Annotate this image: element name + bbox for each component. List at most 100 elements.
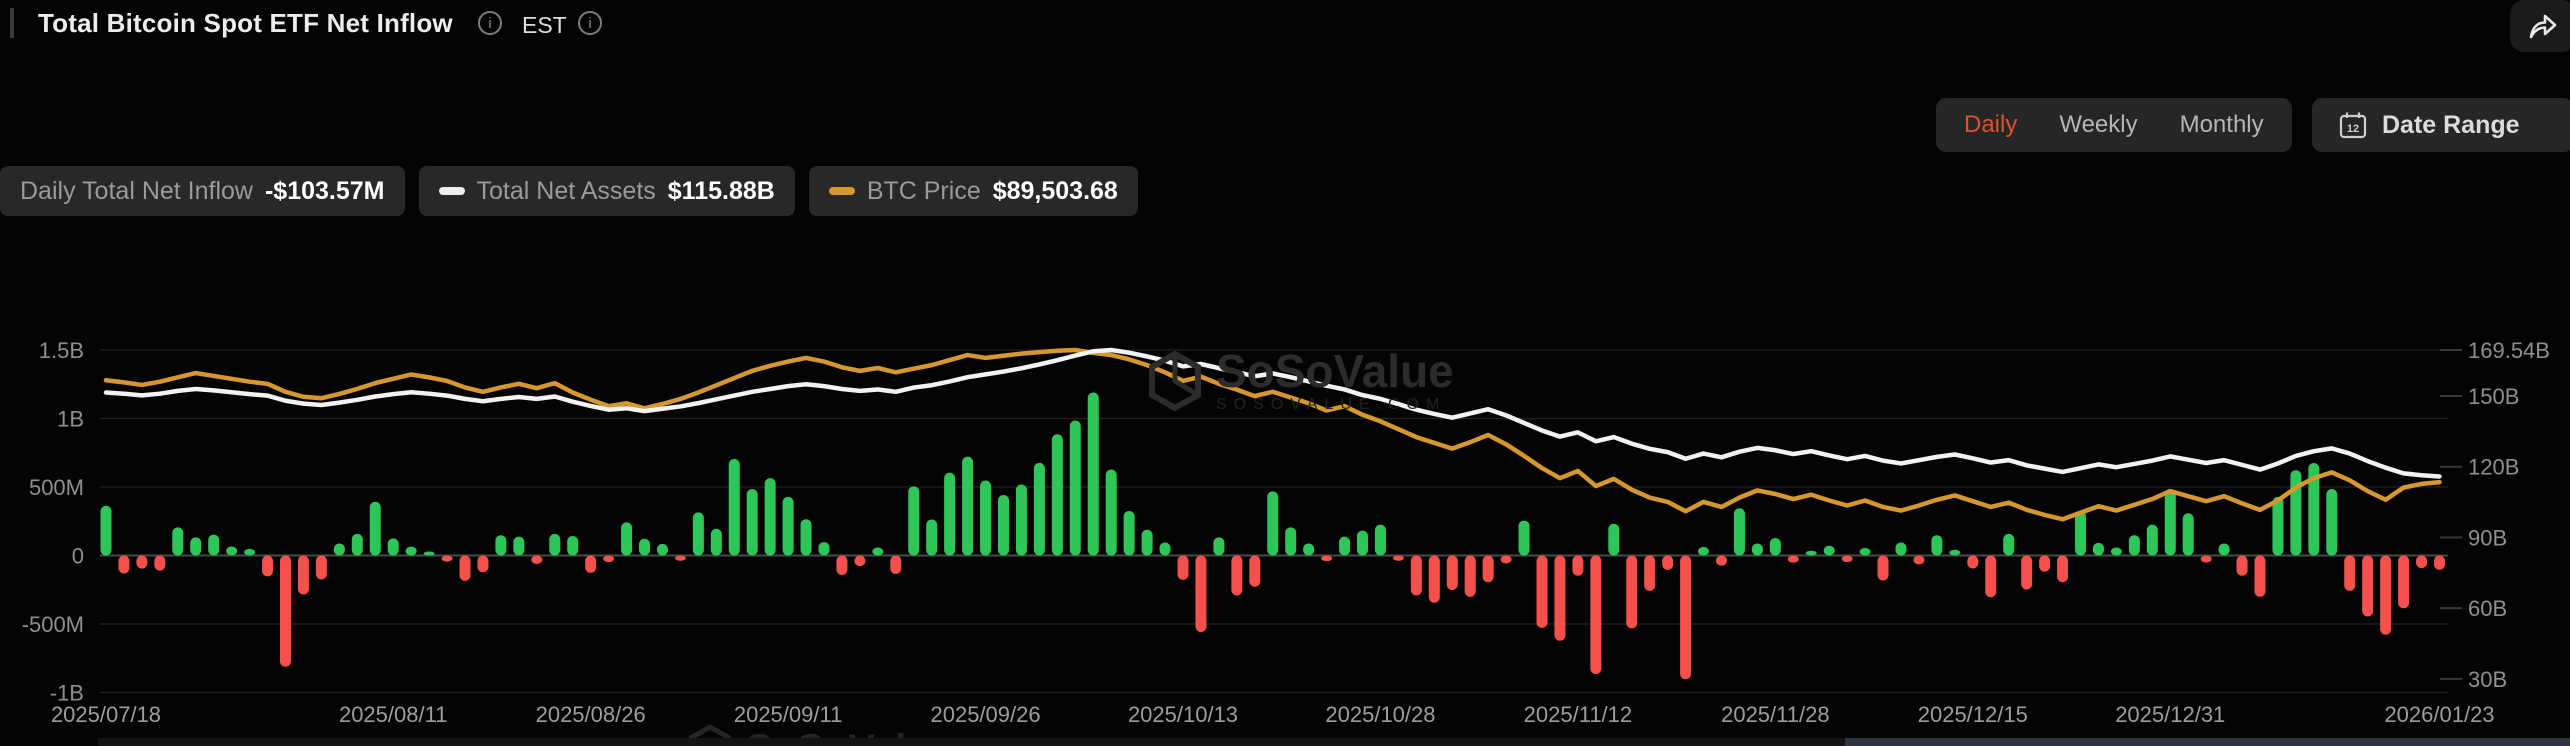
net-inflow-bar[interactable] (1859, 547, 1871, 556)
net-inflow-bar[interactable] (728, 458, 740, 556)
net-inflow-bar[interactable] (2075, 510, 2086, 556)
net-inflow-bar[interactable] (369, 501, 381, 556)
net-inflow-bar[interactable] (2254, 555, 2266, 597)
net-inflow-bar[interactable] (1213, 537, 1225, 556)
net-inflow-bar[interactable] (1698, 547, 1710, 556)
net-inflow-bar[interactable] (1087, 392, 1099, 556)
net-inflow-bar[interactable] (549, 533, 561, 556)
net-inflow-bar[interactable] (1877, 555, 1889, 581)
net-inflow-bar[interactable] (423, 551, 435, 556)
net-inflow-bar[interactable] (1572, 555, 1584, 576)
net-inflow-bar[interactable] (639, 538, 650, 556)
net-inflow-bar[interactable] (1608, 523, 1620, 556)
net-inflow-bar[interactable] (531, 555, 543, 564)
net-inflow-bar[interactable] (1716, 555, 1727, 566)
net-inflow-bar[interactable] (297, 555, 309, 595)
net-inflow-bar[interactable] (1357, 530, 1368, 556)
net-inflow-bar[interactable] (2398, 555, 2410, 609)
net-inflow-bar[interactable] (495, 535, 507, 556)
net-inflow-bar[interactable] (2128, 535, 2140, 556)
net-inflow-bar[interactable] (1051, 434, 1063, 556)
net-inflow-bar[interactable] (2416, 555, 2428, 569)
net-inflow-bar[interactable] (872, 547, 884, 556)
net-inflow-bar[interactable] (2057, 555, 2069, 583)
net-inflow-bar[interactable] (1231, 555, 1243, 596)
net-inflow-bar[interactable] (1751, 543, 1763, 556)
net-inflow-bar[interactable] (1464, 555, 1476, 597)
net-inflow-bar[interactable] (764, 478, 776, 556)
net-inflow-bar[interactable] (2200, 555, 2212, 563)
net-inflow-bar[interactable] (818, 542, 830, 556)
net-inflow-bar[interactable] (1680, 555, 1692, 680)
btc-price-line[interactable] (103, 347, 2442, 522)
net-inflow-bar[interactable] (1823, 545, 1835, 556)
net-inflow-bar[interactable] (405, 546, 417, 556)
net-inflow-bar[interactable] (1374, 524, 1386, 556)
net-inflow-bar[interactable] (1267, 491, 1279, 556)
net-inflow-bar[interactable] (890, 555, 902, 574)
legend-item-btc-price[interactable]: BTC Price $89,503.68 (808, 166, 1138, 216)
net-inflow-bar[interactable] (1303, 543, 1315, 556)
net-inflow-bar[interactable] (998, 494, 1009, 556)
net-inflow-bar[interactable] (567, 536, 579, 556)
net-inflow-bar[interactable] (1123, 510, 1135, 556)
net-inflow-bar[interactable] (1482, 555, 1494, 583)
net-inflow-bar[interactable] (2092, 542, 2104, 556)
net-inflow-bar[interactable] (1015, 484, 1027, 556)
net-inflow-bar[interactable] (585, 555, 597, 573)
net-inflow-bar[interactable] (962, 456, 974, 556)
chart-scrollbar-thumb[interactable] (1845, 738, 2570, 746)
net-inflow-bar[interactable] (387, 538, 399, 556)
net-inflow-bar[interactable] (477, 555, 489, 573)
net-inflow-bar[interactable] (800, 519, 812, 556)
info-icon[interactable]: i (478, 11, 502, 35)
net-inflow-bar[interactable] (1805, 550, 1817, 556)
net-inflow-bar[interactable] (1500, 555, 1512, 564)
net-inflow-bar[interactable] (1931, 535, 1943, 556)
net-inflow-bar[interactable] (2236, 555, 2248, 576)
net-inflow-bar[interactable] (1554, 555, 1566, 641)
net-inflow-bar[interactable] (2218, 543, 2230, 556)
net-inflow-bar[interactable] (1787, 555, 1799, 563)
net-inflow-bar[interactable] (980, 480, 992, 556)
net-inflow-bar[interactable] (1895, 542, 1907, 556)
net-inflow-bar[interactable] (2362, 555, 2374, 617)
net-inflow-bar[interactable] (944, 472, 956, 556)
net-inflow-bar[interactable] (1177, 555, 1189, 580)
net-inflow-bar[interactable] (208, 534, 220, 556)
net-inflow-bar[interactable] (172, 527, 184, 556)
net-assets-line[interactable] (103, 347, 2442, 479)
net-inflow-bar[interactable] (2003, 533, 2015, 556)
net-inflow-bar[interactable] (1428, 555, 1440, 603)
net-inflow-bar[interactable] (2272, 496, 2284, 556)
net-inflow-bar[interactable] (1733, 508, 1745, 556)
net-inflow-bar[interactable] (280, 555, 291, 667)
net-inflow-bar[interactable] (1644, 555, 1656, 591)
net-inflow-bar[interactable] (441, 555, 453, 562)
net-inflow-bar[interactable] (746, 489, 758, 556)
tab-monthly[interactable]: Monthly (2179, 111, 2264, 138)
net-inflow-bar[interactable] (1662, 555, 1674, 570)
share-button[interactable] (2510, 0, 2570, 52)
net-inflow-bar[interactable] (908, 486, 920, 556)
legend-item-net-assets[interactable]: Total Net Assets $115.88B (418, 166, 795, 216)
net-inflow-bar[interactable] (2021, 555, 2033, 590)
net-inflow-bar[interactable] (2182, 513, 2194, 556)
net-inflow-bar[interactable] (782, 496, 794, 556)
net-inflow-bar[interactable] (2164, 489, 2176, 556)
net-inflow-bar[interactable] (100, 505, 112, 556)
net-inflow-bar[interactable] (1069, 420, 1081, 556)
net-inflow-bar[interactable] (136, 555, 148, 569)
net-inflow-bar[interactable] (1967, 555, 1979, 569)
net-inflow-bar[interactable] (118, 555, 130, 574)
net-inflow-bar[interactable] (603, 555, 615, 563)
net-inflow-bar[interactable] (1769, 537, 1781, 556)
timezone-info-icon[interactable]: i (578, 11, 602, 35)
net-inflow-bar[interactable] (315, 555, 327, 580)
net-inflow-bar[interactable] (710, 528, 722, 556)
net-inflow-bar[interactable] (190, 537, 202, 556)
net-inflow-bar[interactable] (226, 546, 238, 556)
net-inflow-bar[interactable] (2110, 547, 2122, 556)
net-inflow-bar[interactable] (1410, 555, 1422, 596)
net-inflow-bar[interactable] (351, 533, 363, 556)
